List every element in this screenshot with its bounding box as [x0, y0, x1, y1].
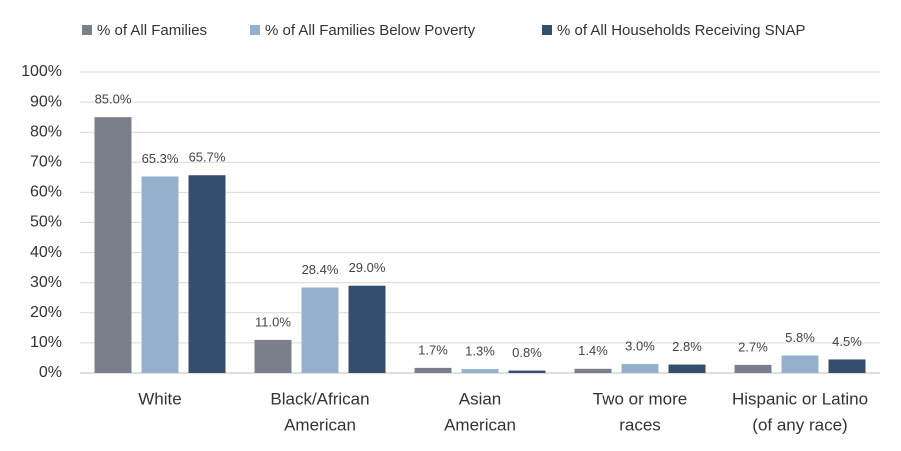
bar	[348, 285, 386, 373]
x-tick-label: races	[619, 415, 661, 434]
y-tick-label: 20%	[30, 304, 62, 321]
y-tick-label: 60%	[30, 184, 62, 201]
bar	[828, 359, 866, 373]
bar	[668, 364, 706, 373]
value-label: 29.0%	[349, 260, 386, 275]
y-tick-label: 100%	[21, 63, 62, 80]
y-tick-label: 80%	[30, 123, 62, 140]
value-label: 1.4%	[578, 343, 608, 358]
value-label: 85.0%	[95, 92, 132, 107]
x-tick-label: Two or more	[593, 389, 687, 408]
y-tick-label: 90%	[30, 93, 62, 110]
bar	[781, 355, 819, 373]
bar	[508, 370, 546, 373]
y-tick-label: 70%	[30, 154, 62, 171]
value-label: 65.7%	[189, 150, 226, 165]
legend-label: % of All Families	[97, 22, 207, 39]
bar	[734, 364, 772, 373]
bar	[414, 367, 452, 373]
bar	[141, 176, 179, 373]
value-label: 5.8%	[785, 330, 815, 345]
bar	[301, 287, 339, 373]
x-tick-label: Black/African	[270, 389, 369, 408]
x-tick-label: White	[138, 389, 181, 408]
bar	[461, 369, 499, 373]
y-tick-label: 10%	[30, 334, 62, 351]
y-tick-label: 50%	[30, 214, 62, 231]
x-tick-label: American	[444, 415, 516, 434]
y-tick-label: 30%	[30, 274, 62, 291]
y-tick-label: 40%	[30, 244, 62, 261]
bar	[621, 363, 659, 373]
legend-label: % of All Families Below Poverty	[265, 22, 476, 39]
legend-swatch	[250, 25, 260, 35]
x-tick-label: Hispanic or Latino	[732, 389, 868, 408]
bar	[574, 368, 612, 373]
bar	[188, 175, 226, 373]
value-label: 3.0%	[625, 338, 655, 353]
bar	[254, 339, 292, 373]
value-label: 0.8%	[512, 345, 542, 360]
value-label: 28.4%	[302, 262, 339, 277]
legend-label: % of All Households Receiving SNAP	[557, 22, 805, 39]
y-tick-label: 0%	[39, 364, 62, 381]
bar	[94, 117, 132, 374]
x-tick-label: American	[284, 415, 356, 434]
value-label: 2.8%	[672, 339, 702, 354]
legend-swatch	[542, 25, 552, 35]
value-label: 11.0%	[255, 314, 291, 329]
value-label: 4.5%	[832, 334, 862, 349]
legend-swatch	[82, 25, 92, 35]
value-label: 65.3%	[142, 151, 179, 166]
x-tick-label: Asian	[459, 389, 502, 408]
value-label: 1.7%	[418, 342, 448, 357]
value-label: 1.3%	[465, 344, 495, 359]
x-tick-label: (of any race)	[752, 415, 847, 434]
value-label: 2.7%	[738, 339, 768, 354]
